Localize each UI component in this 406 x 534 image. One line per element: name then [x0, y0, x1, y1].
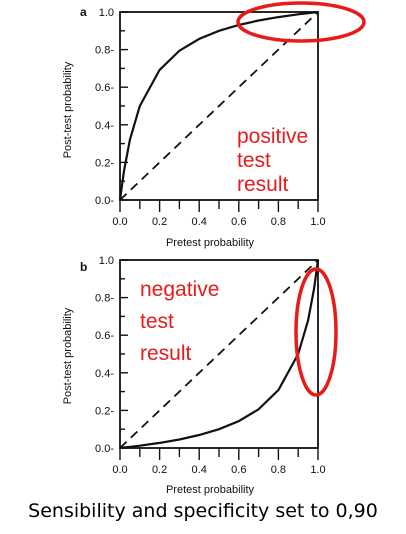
y-tick-label: 0.8- — [95, 45, 114, 57]
panel-a-annotation-line-1: positive — [237, 125, 308, 148]
y-tick-label: 0.6- — [95, 330, 114, 342]
panel-a-y-axis-title: Post-test probability — [62, 61, 74, 158]
panel-a-x-axis-title: Pretest probability — [166, 237, 255, 249]
y-tick-label: 0.4- — [95, 120, 114, 132]
panel-b-highlight-ellipse — [294, 267, 338, 397]
figure: a 0.0-0.2-0.4-0.6-0.8-1.0 0.0 0.2 0.4 0.6 0.… — [62, 1, 366, 496]
panel-a-annotation-line-3: result — [237, 173, 289, 196]
x-tick-label: 0.2 — [152, 216, 167, 228]
panel-b-y-axis-title: Post-test probability — [62, 307, 74, 404]
panel-a-label: a — [80, 5, 87, 19]
panel-a-x-ticks: 0.0 0.2 0.4 0.6 0.8 1.0 — [112, 200, 326, 228]
y-tick-label: 1.0 — [99, 255, 114, 267]
panel-a-curve — [118, 10, 319, 201]
y-tick-label: 1.0 — [99, 7, 114, 19]
y-tick-label: 0.0- — [95, 195, 114, 207]
y-tick-label: 0.4- — [95, 368, 114, 380]
y-tick-label: 0.2- — [95, 405, 114, 417]
x-tick-label: 0.8 — [271, 464, 286, 476]
panel-b-reference-line — [119, 259, 319, 449]
y-tick-label: 0.6- — [95, 82, 114, 94]
panel-a-y-ticks: 0.0- 0.2- 0.4- 0.6- 0.8- 1.0 — [95, 7, 128, 207]
panel-b: b 0.0-0.2-0.4-0.6-0.8-1.0 0.0 0.2 0.4 0.6 0.… — [62, 255, 338, 496]
panel-a-reference-line — [119, 11, 319, 201]
x-tick-label: 1.0 — [310, 216, 325, 228]
panel-a: a 0.0-0.2-0.4-0.6-0.8-1.0 0.0 0.2 0.4 0.6 0.… — [62, 1, 366, 249]
x-tick-label: 0.4 — [192, 216, 207, 228]
panel-b-x-ticks: 0.0 0.2 0.4 0.6 0.8 1.0 — [112, 448, 326, 476]
x-tick-label: 0.4 — [192, 464, 207, 476]
x-tick-label: 0.6 — [231, 216, 246, 228]
panel-b-curve — [119, 259, 320, 450]
figure-caption: Sensibility and specificity set to 0,90 — [28, 500, 378, 522]
panel-b-annotation-line-1: negative — [140, 278, 219, 301]
panel-a-annotation-line-2: test — [237, 149, 271, 172]
panel-b-x-axis-title: Pretest probability — [166, 484, 255, 496]
x-tick-label: 0.0 — [112, 464, 127, 476]
x-tick-label: 0.0 — [112, 216, 127, 228]
x-tick-label: 1.0 — [310, 464, 325, 476]
panel-a-highlight-ellipse — [236, 1, 366, 43]
panel-b-annotation-line-2: test — [140, 310, 174, 333]
x-tick-label: 0.6 — [231, 464, 246, 476]
y-tick-label: 0.0- — [95, 443, 114, 455]
panel-b-label: b — [80, 260, 87, 274]
panel-b-annotation-line-3: result — [140, 342, 192, 365]
x-tick-label: 0.2 — [152, 464, 167, 476]
x-tick-label: 0.8 — [271, 216, 286, 228]
panel-b-y-ticks: 0.0- 0.2- 0.4- 0.6- 0.8- 1.0 — [95, 255, 128, 455]
y-tick-label: 0.2- — [95, 157, 114, 169]
y-tick-label: 0.8- — [95, 293, 114, 305]
